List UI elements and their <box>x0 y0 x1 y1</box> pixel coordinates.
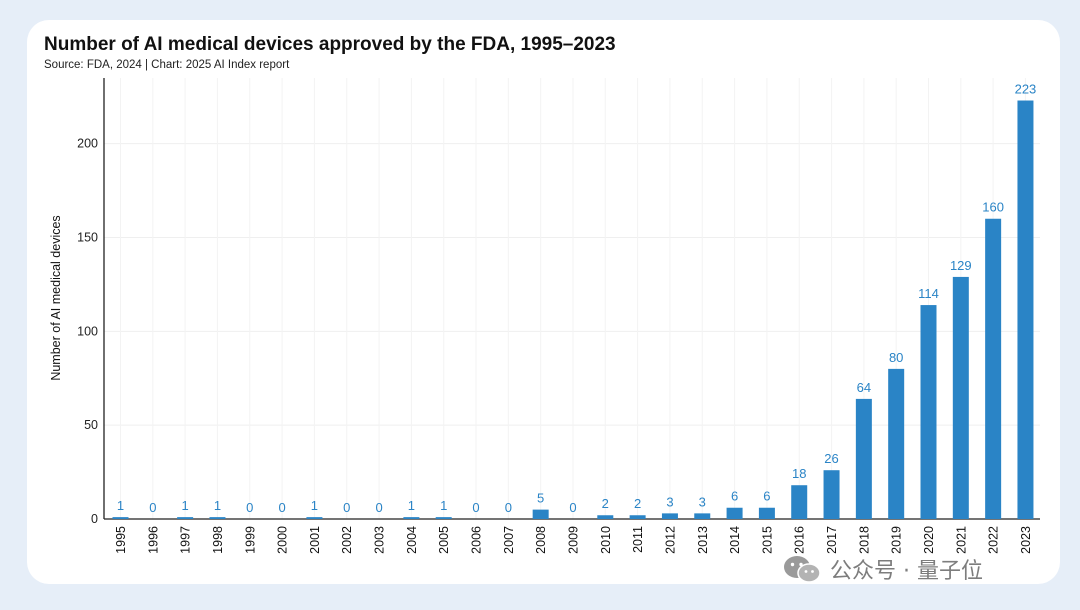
bar <box>661 513 678 519</box>
y-tick-label: 200 <box>77 137 98 151</box>
x-tick-label: 2018 <box>857 526 871 554</box>
bar <box>209 517 226 519</box>
x-tick-label: 2009 <box>566 526 580 554</box>
y-tick-label: 100 <box>77 324 98 338</box>
x-tick-label: 1995 <box>114 526 128 554</box>
data-label: 1 <box>117 498 124 513</box>
bar <box>532 509 549 519</box>
data-label: 5 <box>537 491 544 506</box>
data-label: 2 <box>602 496 609 511</box>
bar <box>985 218 1002 519</box>
x-tick-label: 2000 <box>276 526 290 554</box>
bar <box>726 507 743 519</box>
x-tick-label: 2014 <box>728 526 742 554</box>
data-label: 160 <box>982 200 1004 215</box>
data-label: 0 <box>472 500 479 515</box>
chart-title: Number of AI medical devices approved by… <box>44 34 616 55</box>
data-label: 26 <box>824 451 838 466</box>
chart-subtitle: Source: FDA, 2024 | Chart: 2025 AI Index… <box>44 59 290 71</box>
data-label: 1 <box>440 498 447 513</box>
x-tick-label: 1997 <box>179 526 193 554</box>
bar <box>597 515 614 519</box>
chart-card <box>27 20 1060 584</box>
data-label: 1 <box>182 498 189 513</box>
x-tick-label: 2007 <box>502 526 516 554</box>
bar <box>823 470 840 519</box>
x-tick-label: 1998 <box>211 526 225 554</box>
data-label: 2 <box>634 496 641 511</box>
x-tick-label: 2019 <box>890 526 904 554</box>
bar <box>920 305 937 519</box>
data-label: 114 <box>918 286 939 301</box>
bar <box>629 515 646 519</box>
wechat-logo-icon <box>784 556 821 583</box>
x-tick-label: 2005 <box>437 526 451 554</box>
data-label: 0 <box>569 500 576 515</box>
y-axis-title: Number of AI medical devices <box>49 215 63 380</box>
bar <box>177 517 194 519</box>
data-label: 1 <box>214 498 221 513</box>
x-tick-label: 2020 <box>922 526 936 554</box>
data-label: 223 <box>1015 82 1037 97</box>
bar <box>791 485 808 519</box>
x-tick-label: 2016 <box>793 526 807 554</box>
x-tick-label: 2012 <box>663 526 677 554</box>
bar <box>952 276 969 519</box>
y-tick-label: 50 <box>84 418 98 432</box>
bar <box>435 517 452 519</box>
x-tick-label: 2015 <box>760 526 774 554</box>
x-tick-label: 1996 <box>146 526 160 554</box>
x-tick-label: 2002 <box>340 526 354 554</box>
x-tick-label: 2017 <box>825 526 839 554</box>
y-tick-label: 150 <box>77 231 98 245</box>
data-label: 1 <box>408 498 415 513</box>
x-tick-label: 2006 <box>470 526 484 554</box>
data-label: 0 <box>343 500 350 515</box>
x-tick-label: 2023 <box>1019 526 1033 554</box>
bar <box>694 513 711 519</box>
x-tick-label: 2008 <box>534 526 548 554</box>
bar <box>112 517 129 519</box>
x-tick-label: 2003 <box>373 526 387 554</box>
data-label: 1 <box>311 498 318 513</box>
data-label: 64 <box>857 380 871 395</box>
data-label: 0 <box>149 500 156 515</box>
data-label: 0 <box>278 500 285 515</box>
x-tick-label: 2004 <box>405 526 419 554</box>
data-label: 6 <box>731 489 738 504</box>
data-label: 3 <box>699 494 706 509</box>
x-tick-label: 1999 <box>243 526 257 554</box>
watermark: 公众号 · 量子位 <box>782 552 983 586</box>
data-label: 18 <box>792 466 806 481</box>
data-label: 0 <box>375 500 382 515</box>
x-tick-label: 2013 <box>696 526 710 554</box>
data-label: 3 <box>666 494 673 509</box>
y-tick-label: 0 <box>91 512 98 526</box>
bar <box>855 398 872 519</box>
x-tick-label: 2022 <box>987 526 1001 554</box>
data-label: 129 <box>950 258 972 273</box>
bar <box>306 517 323 519</box>
data-label: 80 <box>889 350 903 365</box>
bar <box>1017 100 1034 519</box>
data-label: 0 <box>505 500 512 515</box>
bar <box>888 368 905 519</box>
data-label: 0 <box>246 500 253 515</box>
data-label: 6 <box>763 489 770 504</box>
x-tick-label: 2001 <box>308 526 322 554</box>
x-tick-label: 2011 <box>631 526 645 553</box>
watermark-text: 公众号 · 量子位 <box>830 559 983 584</box>
x-tick-label: 2021 <box>954 526 968 554</box>
bar <box>403 517 420 519</box>
bar <box>758 507 775 519</box>
x-tick-label: 2010 <box>599 526 613 554</box>
